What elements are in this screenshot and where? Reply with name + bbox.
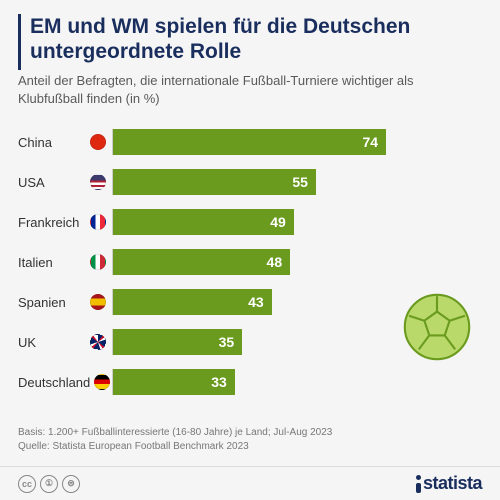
flag-icon — [90, 174, 106, 190]
bar-track: 49 — [112, 209, 482, 235]
title-accent-bar — [18, 14, 21, 70]
country-name: China — [18, 135, 86, 150]
country-label: UK — [18, 334, 112, 350]
bar-track: 74 — [112, 129, 482, 155]
chart-row: USA 55 — [18, 165, 482, 199]
bar-track: 33 — [112, 369, 482, 395]
bar-track: 55 — [112, 169, 482, 195]
bar-value: 55 — [113, 169, 316, 195]
footer: cc ① ⊜ statista — [0, 466, 500, 500]
flag-icon — [90, 334, 106, 350]
bar-value: 33 — [113, 369, 235, 395]
country-label: Italien — [18, 254, 112, 270]
chart-row: Italien 48 — [18, 245, 482, 279]
soccer-ball-icon — [402, 292, 472, 362]
bar-value: 48 — [113, 249, 290, 275]
bar-track: 48 — [112, 249, 482, 275]
flag-icon — [90, 294, 106, 310]
country-name: UK — [18, 335, 86, 350]
country-label: China — [18, 134, 112, 150]
bar-value: 43 — [113, 289, 272, 315]
footnote-basis: Basis: 1.200+ Fußballinteressierte (16-8… — [18, 426, 332, 440]
statista-logo: statista — [416, 473, 482, 494]
bar-value: 35 — [113, 329, 242, 355]
country-label: Spanien — [18, 294, 112, 310]
flag-icon — [94, 374, 110, 390]
flag-icon — [90, 214, 106, 230]
cc-icon: cc — [18, 475, 36, 493]
chart-row: China 74 — [18, 125, 482, 159]
logo-text: statista — [423, 473, 482, 494]
footnotes: Basis: 1.200+ Fußballinteressierte (16-8… — [18, 426, 332, 454]
country-name: Frankreich — [18, 215, 86, 230]
chart-subtitle: Anteil der Befragten, die internationale… — [18, 72, 482, 107]
bar-value: 74 — [113, 129, 386, 155]
country-name: Italien — [18, 255, 86, 270]
flag-icon — [90, 134, 106, 150]
chart-title: EM und WM spielen für die Deutschen unte… — [30, 14, 482, 64]
footnote-quelle: Quelle: Statista European Football Bench… — [18, 440, 332, 454]
country-label: Frankreich — [18, 214, 112, 230]
nd-icon: ⊜ — [62, 475, 80, 493]
country-name: Deutschland — [18, 375, 90, 390]
chart-row: Frankreich 49 — [18, 205, 482, 239]
license-badges: cc ① ⊜ — [18, 475, 80, 493]
country-label: Deutschland — [18, 374, 112, 390]
bar-value: 49 — [113, 209, 294, 235]
chart-row: Deutschland 33 — [18, 365, 482, 399]
country-label: USA — [18, 174, 112, 190]
country-name: USA — [18, 175, 86, 190]
country-name: Spanien — [18, 295, 86, 310]
by-icon: ① — [40, 475, 58, 493]
flag-icon — [90, 254, 106, 270]
